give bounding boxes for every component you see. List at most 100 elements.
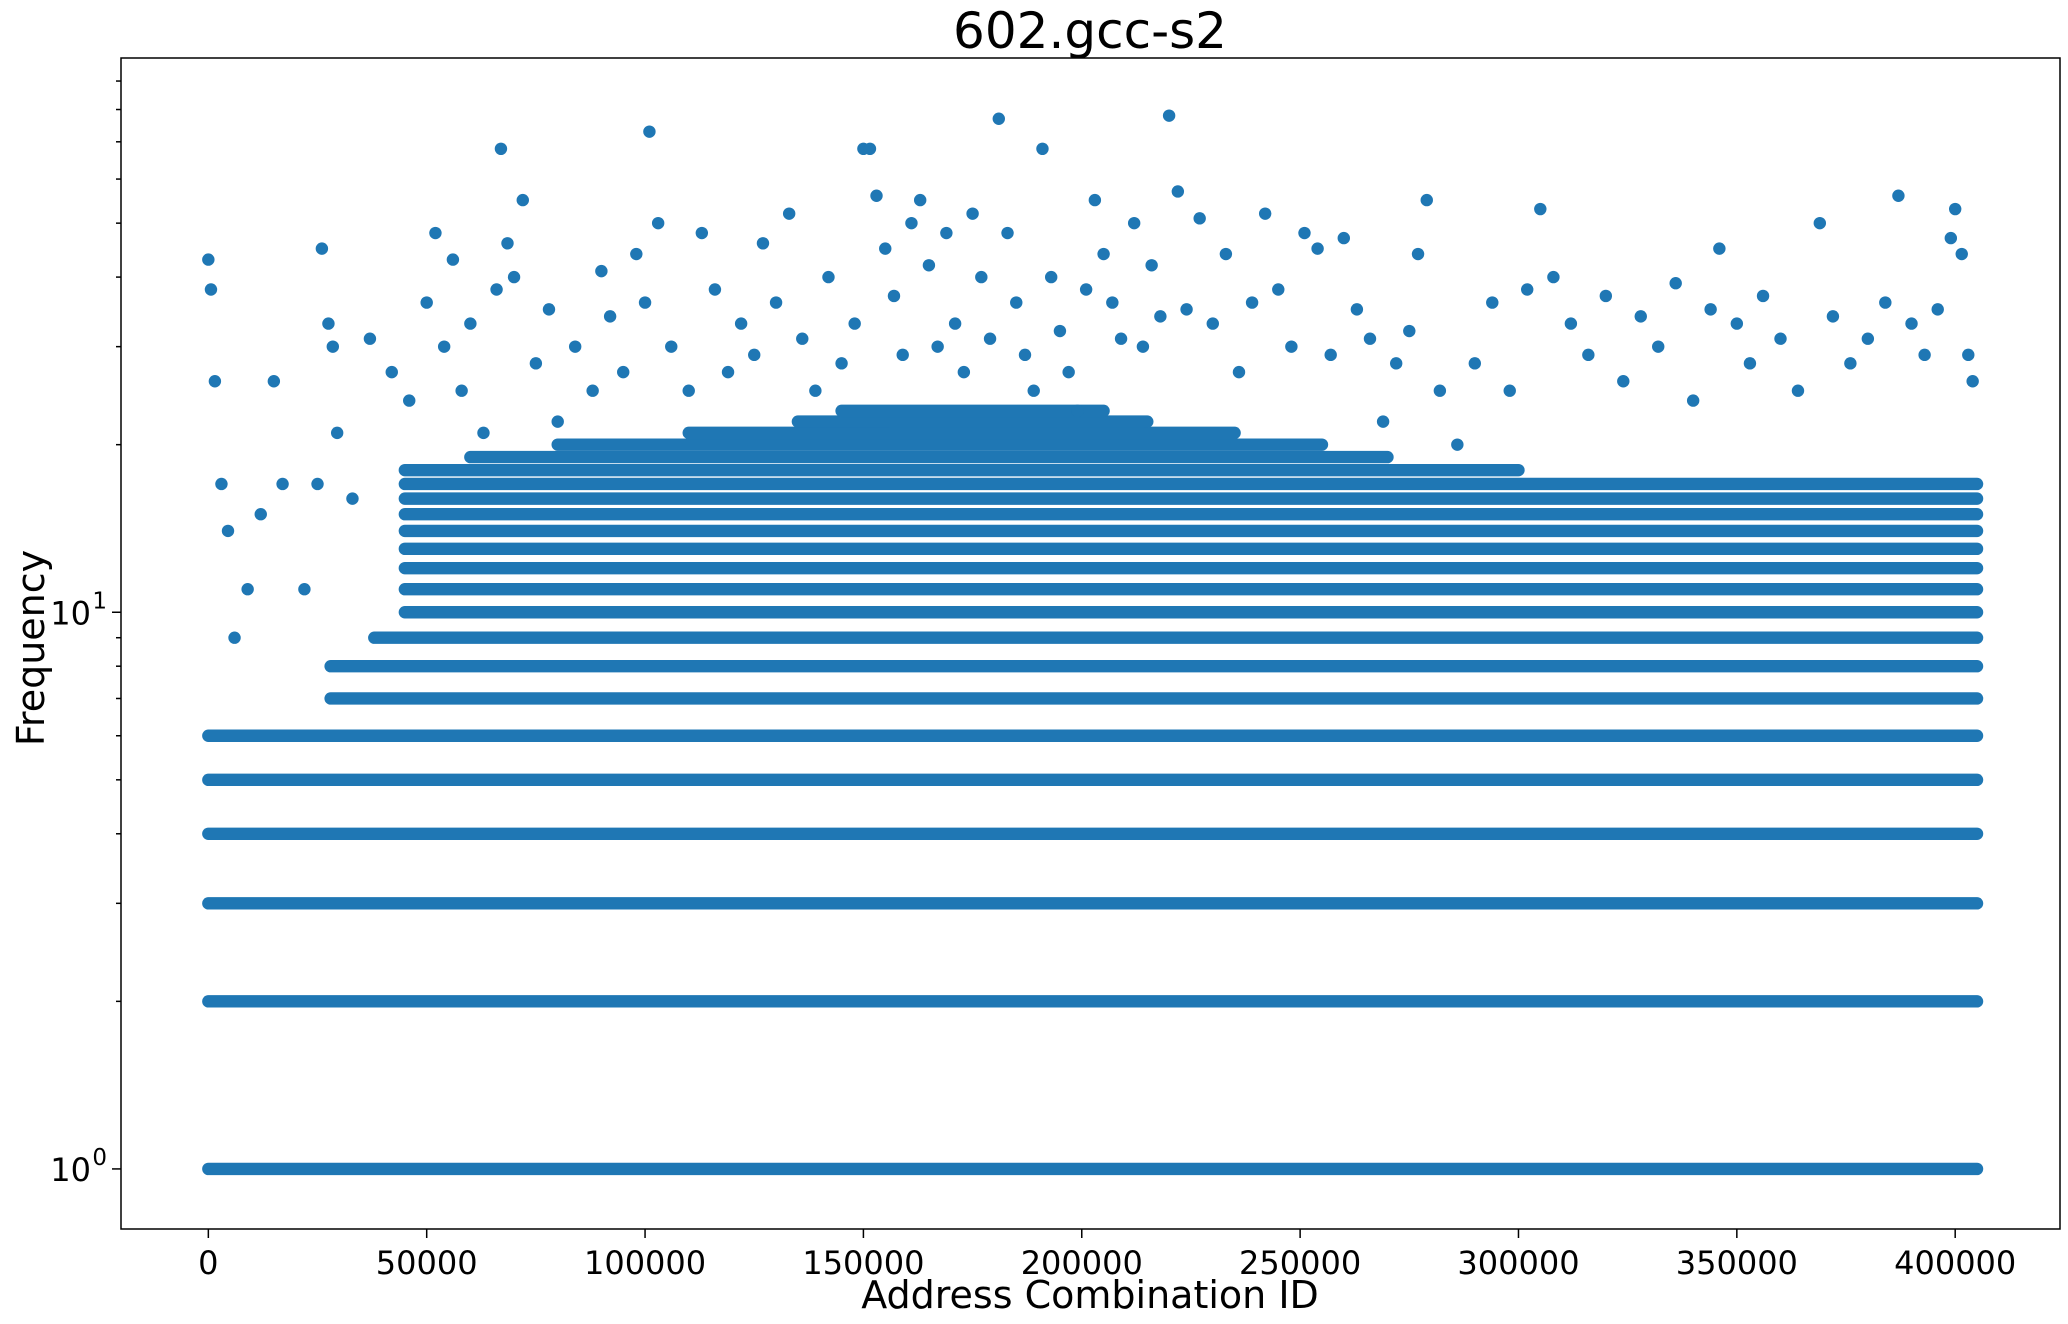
scatter-point: [330, 426, 344, 440]
scatter-point: [1324, 348, 1337, 362]
scatter-point: [1955, 247, 1968, 261]
scatter-point: [1813, 216, 1827, 230]
scatter-point: [1245, 296, 1259, 309]
scatter-point: [835, 357, 848, 370]
scatter-point: [1219, 247, 1233, 261]
scatter-point: [1071, 404, 1084, 418]
scatter-point: [1534, 202, 1547, 216]
scatter-point: [630, 247, 643, 261]
scatter-point: [586, 384, 599, 397]
scatter-point: [241, 583, 254, 596]
x-tick-label: 150000: [802, 1244, 924, 1282]
scatter-point: [992, 112, 1005, 125]
scatter-point: [403, 394, 416, 407]
scatter-point: [617, 365, 630, 379]
scatter-point: [769, 296, 783, 309]
scatter-point: [276, 477, 289, 491]
scatter-point: [1044, 270, 1058, 284]
scatter-point: [1018, 348, 1032, 362]
scatter-point: [429, 226, 442, 240]
scatter-point: [863, 142, 877, 156]
x-axis-ticks: 0 50000 100000 150000 200000 250000 300000 3500…: [198, 1229, 2016, 1282]
scatter-point: [748, 348, 761, 362]
scatter-point: [1931, 303, 1944, 316]
scatter-point: [1062, 365, 1075, 379]
scatter-point: [1652, 340, 1665, 353]
scatter-point: [1114, 332, 1128, 345]
scatter-point: [1564, 317, 1578, 330]
scatter-point: [1468, 357, 1482, 370]
scatter-point: [905, 216, 918, 230]
scatter-point: [1027, 384, 1040, 397]
scatter-point: [215, 477, 228, 491]
scatter-point: [1669, 277, 1682, 290]
scatter-point: [1337, 231, 1350, 245]
scatter-point: [1311, 242, 1324, 255]
scatter-point: [1686, 394, 1700, 407]
scatter-point: [957, 365, 971, 379]
scatter-point: [228, 631, 241, 644]
scatter-point: [695, 226, 709, 240]
chart-title: 602.gcc-s2: [953, 2, 1227, 60]
scatter-point: [848, 317, 861, 330]
scatter-point: [796, 332, 809, 345]
scatter-point: [202, 253, 215, 266]
scatter-point: [551, 415, 564, 428]
scatter-point: [913, 193, 927, 207]
scatter-point: [221, 524, 235, 538]
scatter-point: [931, 340, 944, 353]
scatter-point: [363, 332, 377, 345]
scatter-point: [983, 332, 997, 345]
scatter-point: [1001, 226, 1014, 240]
scatter-point: [1918, 348, 1931, 362]
scatter-point: [595, 264, 608, 278]
scatter-point: [1944, 231, 1958, 245]
scatter-point: [1127, 216, 1141, 230]
scatter-point: [1053, 324, 1067, 338]
scatter-point: [1743, 357, 1757, 370]
y-axis-label: Frequency: [9, 550, 53, 746]
scatter-point: [1010, 296, 1023, 309]
x-tick-label: 300000: [1457, 1244, 1579, 1282]
scatter-point: [1258, 207, 1272, 220]
x-tick-label: 400000: [1894, 1244, 2016, 1282]
scatter-point: [1582, 348, 1595, 362]
scatter-point: [975, 270, 988, 284]
scatter-point: [809, 384, 822, 397]
y-tick-label: 10: [50, 594, 91, 632]
scatter-point: [1879, 296, 1892, 309]
scatter-point: [254, 508, 267, 521]
scatter-point: [446, 253, 460, 266]
scatter-point: [603, 310, 617, 323]
scatter-point: [1791, 384, 1805, 397]
scatter-point: [1756, 289, 1770, 303]
scatter-point: [1861, 332, 1875, 345]
scatter-point: [948, 317, 962, 330]
y-tick-exponent: 0: [92, 1145, 107, 1171]
scatter-point: [1376, 415, 1390, 428]
scatter-point: [1079, 283, 1093, 296]
x-axis-label: Address Combination ID: [861, 1273, 1319, 1317]
scatter-point: [734, 317, 748, 330]
scatter-point: [1634, 310, 1647, 323]
scatter-point: [1433, 384, 1447, 397]
scatter-point: [529, 357, 543, 370]
x-tick-label: 350000: [1676, 1244, 1798, 1282]
scatter-point: [1704, 303, 1717, 316]
y-tick-label: 10: [50, 1151, 91, 1189]
scatter-point: [1774, 332, 1787, 345]
x-tick-label: 0: [198, 1244, 218, 1282]
scatter-point: [385, 365, 398, 379]
scatter-point: [1389, 357, 1403, 370]
scatter-point: [966, 207, 979, 220]
scatter-point: [322, 317, 335, 330]
scatter-point: [1298, 226, 1311, 240]
plot-frame: [120, 57, 2061, 1230]
scatter-point: [1617, 375, 1630, 388]
scatter-point: [1350, 303, 1364, 316]
scatter-point: [1905, 317, 1918, 330]
scatter-point: [326, 340, 340, 353]
scatter-point: [1272, 283, 1285, 296]
